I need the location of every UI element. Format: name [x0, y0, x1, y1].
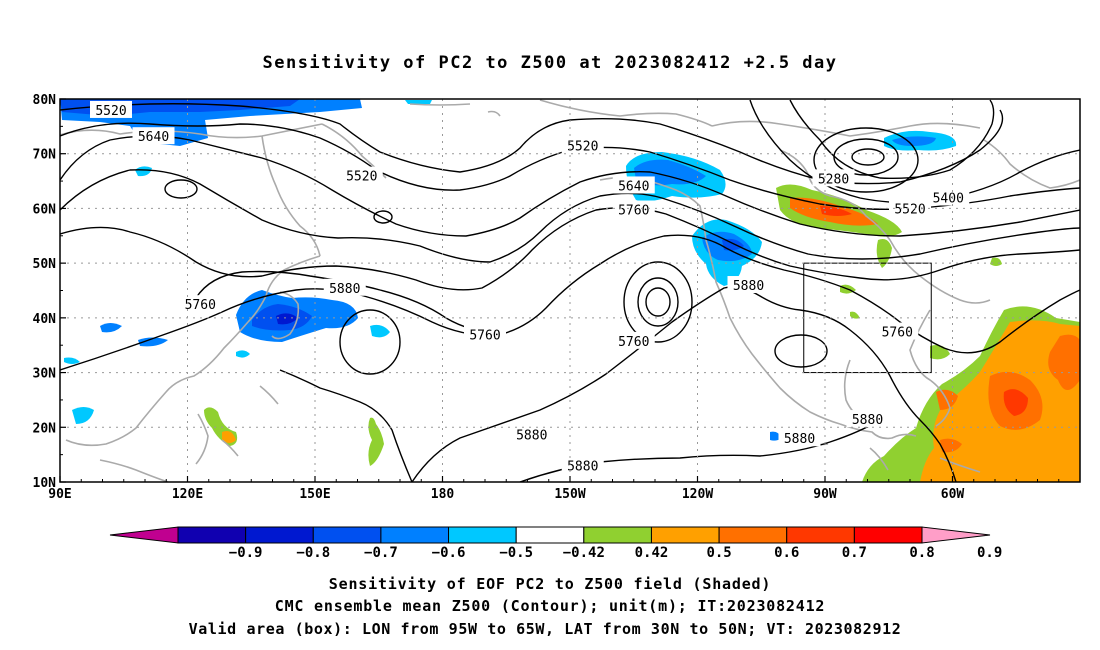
colorbar-label: 0.9	[977, 545, 1002, 561]
lon-tick-label: 150W	[554, 487, 585, 502]
graticule	[60, 99, 1080, 482]
contour-label: 5760	[618, 204, 649, 219]
colorbar-swatch	[448, 526, 517, 544]
contour-label: 5880	[329, 282, 360, 297]
sensitivity-shading	[60, 99, 1080, 482]
colorbar-label: −0.5	[499, 545, 533, 561]
contour-label: 5760	[185, 298, 216, 313]
contour-label-bg	[778, 429, 821, 447]
contour-label-bg	[876, 322, 919, 340]
contour-label-bg	[561, 136, 604, 154]
contour-label: 5520	[95, 104, 126, 119]
colorbar-swatch	[312, 526, 382, 544]
contour-label-bg	[90, 100, 132, 118]
contour-label-bg	[727, 276, 770, 294]
contour-label-bg	[889, 199, 931, 217]
contour-label-bg	[846, 410, 889, 428]
colorbar-label: 0.42	[635, 545, 669, 561]
colorbar-label: −0.8	[296, 545, 330, 561]
lat-tick-label: 70N	[33, 148, 57, 163]
colorbar-swatch	[853, 526, 923, 544]
contour-label-bg	[927, 188, 970, 206]
lon-tick-label: 150E	[299, 487, 330, 502]
contour-labels: 5520 5640 5520 5520 5640 5760 5280 5400 5520 5880…	[90, 100, 970, 475]
lon-tick-label: 90E	[48, 487, 71, 502]
colorbar: −0.9 −0.8 −0.7 −0.6 −0.5 −0.42 0.42 0.5 0.6 0.7 0.…	[109, 526, 1002, 561]
contour-label-bg	[612, 200, 655, 218]
colorbar-label: 0.7	[842, 545, 867, 561]
colorbar-swatch	[380, 526, 450, 544]
axis-ticks: 90E 120E 150E 180 150W 120W 90W 60W 80N 70N 60N 50N…	[33, 93, 1060, 502]
lat-tick-label: 10N	[33, 476, 57, 491]
contour-label: 5760	[469, 328, 500, 343]
colorbar-label: 0.8	[909, 545, 934, 561]
lat-tick-label: 80N	[33, 93, 57, 108]
map-title: Sensitivity of PC2 to Z500 at 2023082412…	[262, 53, 837, 73]
lon-tick-label: 180	[431, 487, 455, 502]
contour-label: 5880	[784, 432, 815, 447]
colorbar-label: 0.5	[706, 545, 731, 561]
lat-tick-label: 60N	[33, 202, 57, 217]
colorbar-min-arrow	[109, 526, 179, 544]
contour-label: 5280	[818, 172, 849, 187]
colorbar-label: −0.9	[229, 545, 263, 561]
contour-label-bg	[812, 169, 855, 187]
contour-label: 5880	[733, 279, 764, 294]
contour-label: 5760	[882, 326, 913, 341]
contour-label: 5880	[852, 413, 883, 428]
contour-label: 5400	[933, 191, 964, 206]
contour-label-bg	[510, 425, 553, 443]
lon-tick-label: 60W	[941, 487, 965, 502]
contour-label: 5640	[618, 179, 649, 194]
colorbar-max-arrow	[921, 526, 991, 544]
lat-tick-label: 50N	[33, 257, 57, 272]
colorbar-swatch	[583, 526, 652, 544]
contour-label: 5520	[567, 140, 598, 155]
caption-line-3: Valid area (box): LON from 95W to 65W, L…	[189, 620, 902, 638]
contour-label-bg	[612, 331, 655, 349]
colorbar-swatch	[786, 526, 855, 544]
lat-tick-label: 40N	[33, 312, 57, 327]
colorbar-swatch	[515, 526, 585, 544]
colorbar-swatch	[245, 526, 314, 544]
contour-label: 5520	[894, 202, 925, 217]
contour-label-bg	[561, 456, 604, 474]
colorbar-swatch	[718, 526, 788, 544]
caption-line-2: CMC ensemble mean Z500 (Contour); unit(m…	[275, 597, 826, 615]
colorbar-label: −0.7	[364, 545, 398, 561]
lon-tick-label: 90W	[813, 487, 837, 502]
contour-label-bg	[464, 325, 506, 343]
lon-tick-label: 120W	[682, 487, 713, 502]
colorbar-swatch	[650, 526, 720, 544]
contour-label: 5880	[516, 428, 547, 443]
contour-label: 5640	[138, 130, 169, 145]
lon-tick-label: 120E	[172, 487, 203, 502]
colorbar-label: −0.42	[563, 545, 605, 561]
contour-label-bg	[612, 176, 655, 194]
lat-tick-label: 20N	[33, 421, 57, 436]
contour-label-bg	[323, 278, 366, 296]
lat-tick-label: 30N	[33, 367, 57, 382]
contour-label-bg	[340, 166, 383, 184]
contour-label: 5880	[567, 460, 598, 475]
contour-label: 5520	[346, 170, 377, 185]
colorbar-label: −0.6	[432, 545, 466, 561]
contour-label-bg	[132, 127, 175, 145]
caption-line-1: Sensitivity of EOF PC2 to Z500 field (Sh…	[329, 575, 771, 593]
colorbar-label: 0.6	[774, 545, 799, 561]
contour-label-bg	[179, 295, 222, 313]
colorbar-swatch	[177, 526, 247, 544]
contour-label: 5760	[618, 335, 649, 350]
